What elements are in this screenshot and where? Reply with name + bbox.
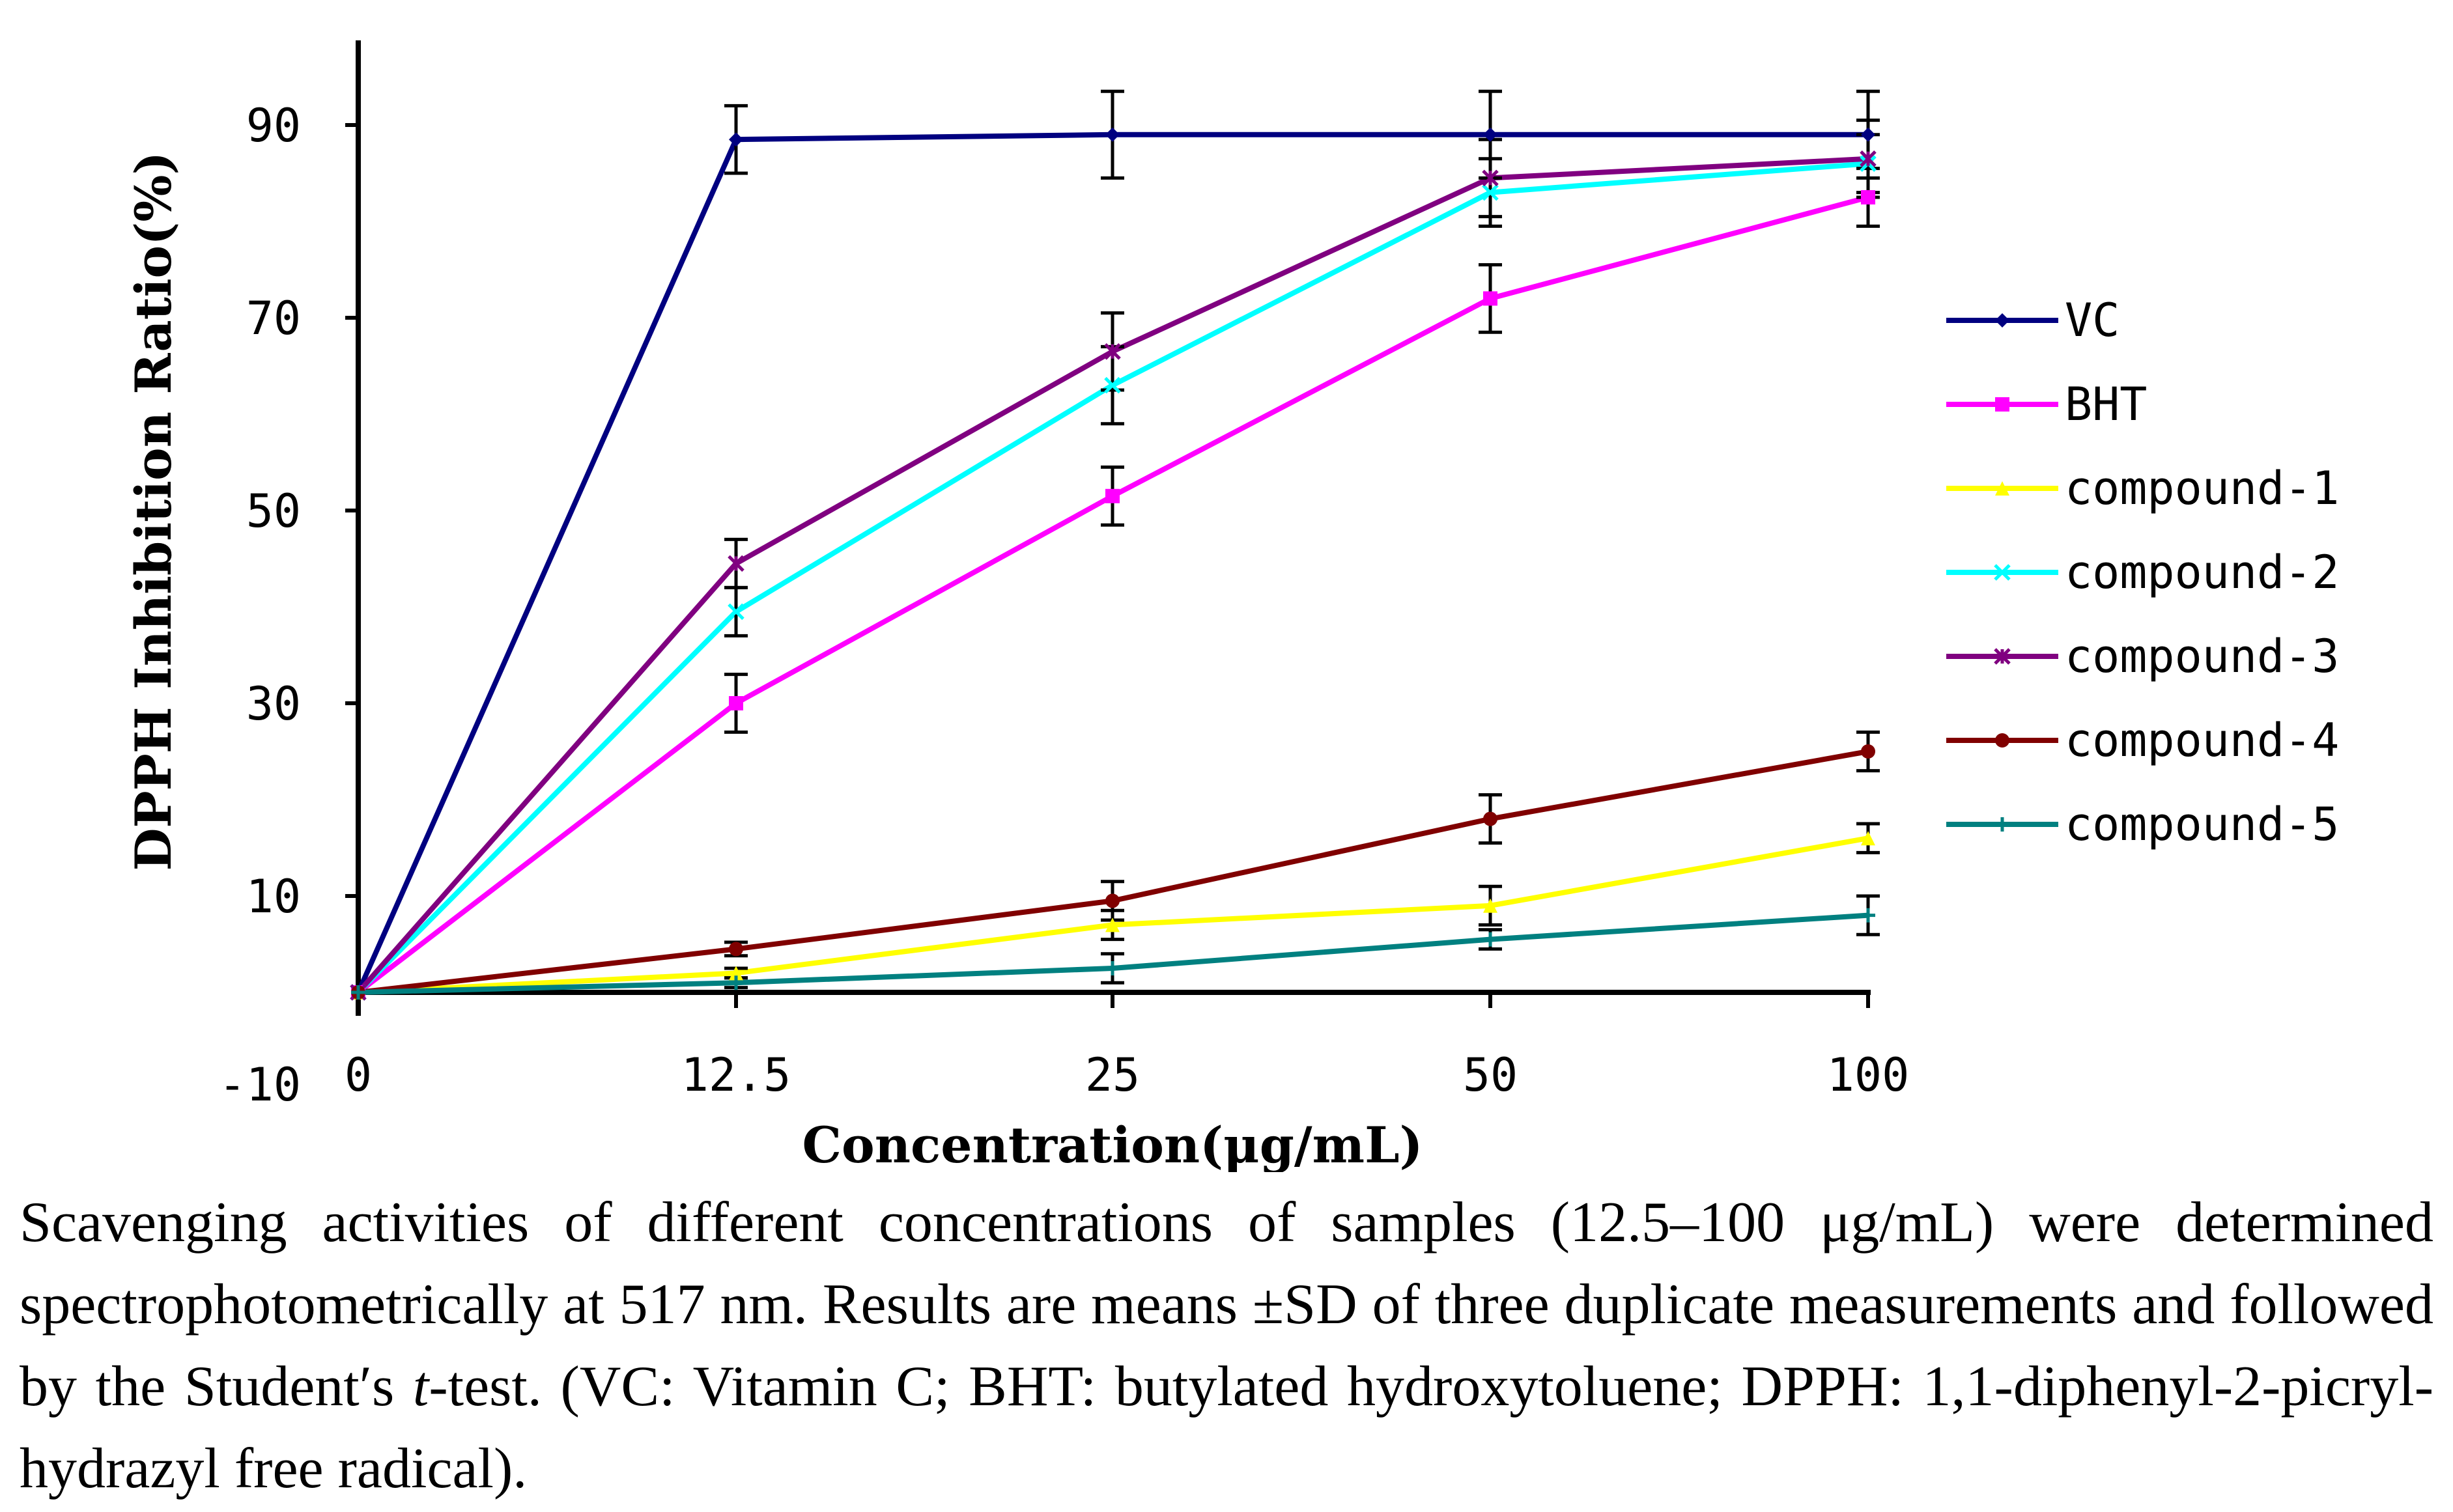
data-point <box>1860 150 1877 167</box>
legend-label: compound-2 <box>2065 546 2339 599</box>
legend-marker <box>1995 313 2009 328</box>
figure-caption: Scavenging activities of different conce… <box>20 1182 2433 1510</box>
data-point <box>1104 343 1121 360</box>
y-tick-label: 50 <box>246 484 301 538</box>
legend-label: compound-5 <box>2065 798 2339 851</box>
legend-marker <box>1995 481 2009 496</box>
caption-part2: -test. (VC: Vitamin C; BHT: butylated hy… <box>20 1355 2433 1500</box>
y-axis-title: DPPH Inhibition Ratio(%) <box>124 152 182 871</box>
markers <box>350 127 1877 1001</box>
data-point <box>729 975 743 990</box>
y-tick-label: 30 <box>246 677 301 731</box>
data-point <box>729 966 743 981</box>
legend-label: compound-1 <box>2065 462 2339 515</box>
data-point <box>1861 190 1875 204</box>
data-point <box>1861 744 1875 759</box>
legend-label: compound-3 <box>2065 630 2339 683</box>
x-axis-title: Concentration(μg/mL) <box>802 1116 1423 1172</box>
data-point <box>1861 127 1875 142</box>
data-point <box>729 132 743 147</box>
series-lines <box>356 132 1869 995</box>
legend-marker <box>1994 564 2011 581</box>
data-point <box>728 603 744 621</box>
data-point <box>1861 908 1875 923</box>
data-point <box>1482 169 1499 187</box>
legend-label: BHT <box>2065 378 2147 431</box>
data-point <box>1104 376 1121 394</box>
data-point <box>729 942 743 957</box>
y-tick-label: -10 <box>219 1058 301 1112</box>
x-tick-label: 50 <box>1463 1048 1518 1102</box>
data-point <box>729 696 743 710</box>
data-point <box>1105 488 1120 503</box>
data-point <box>1861 831 1875 846</box>
x-tick-label: 12.5 <box>681 1048 791 1102</box>
x-tick-label: 0 <box>345 1048 372 1102</box>
caption-part1: Scavenging activities of different conce… <box>20 1191 2433 1418</box>
axes <box>356 40 1871 1016</box>
x-tick-label: 25 <box>1085 1048 1140 1102</box>
series-line-compound-3 <box>356 156 1869 994</box>
data-point <box>1483 898 1497 913</box>
data-point <box>1483 932 1497 947</box>
data-point <box>351 985 365 1000</box>
error-bars <box>724 89 1880 990</box>
y-tick-label: 70 <box>246 292 301 345</box>
data-point <box>1105 893 1120 908</box>
legend-marker <box>1994 648 2011 665</box>
ticks: -10 10 30 50 70 90 0 12.5 25 50 100 <box>219 99 1910 1112</box>
data-point <box>1483 127 1497 142</box>
data-point <box>1483 291 1497 306</box>
y-tick-label: 90 <box>246 99 301 152</box>
x-tick-label: 100 <box>1827 1048 1909 1102</box>
data-point <box>1483 811 1497 826</box>
series-line-compound-2 <box>356 161 1869 994</box>
series-line-VC <box>356 132 1868 994</box>
legend-marker <box>1995 397 2009 412</box>
legend-marker <box>1995 733 2009 748</box>
data-point <box>1105 127 1120 142</box>
data-point <box>1482 184 1499 201</box>
y-tick-label: 10 <box>246 870 301 923</box>
data-point <box>1105 917 1120 932</box>
legend: VC BHT compound-1 compound-2 compound-3 compo… <box>1946 294 2339 851</box>
legend-label: compound-4 <box>2065 714 2339 767</box>
data-point <box>1105 961 1120 975</box>
legend-marker <box>1995 817 2009 832</box>
data-point <box>728 555 744 572</box>
chart: -10 10 30 50 70 90 0 12.5 25 50 100 VC BHT compound-… <box>124 40 2339 1172</box>
caption-italic-t: t <box>412 1355 429 1418</box>
legend-label: VC <box>2065 294 2120 347</box>
